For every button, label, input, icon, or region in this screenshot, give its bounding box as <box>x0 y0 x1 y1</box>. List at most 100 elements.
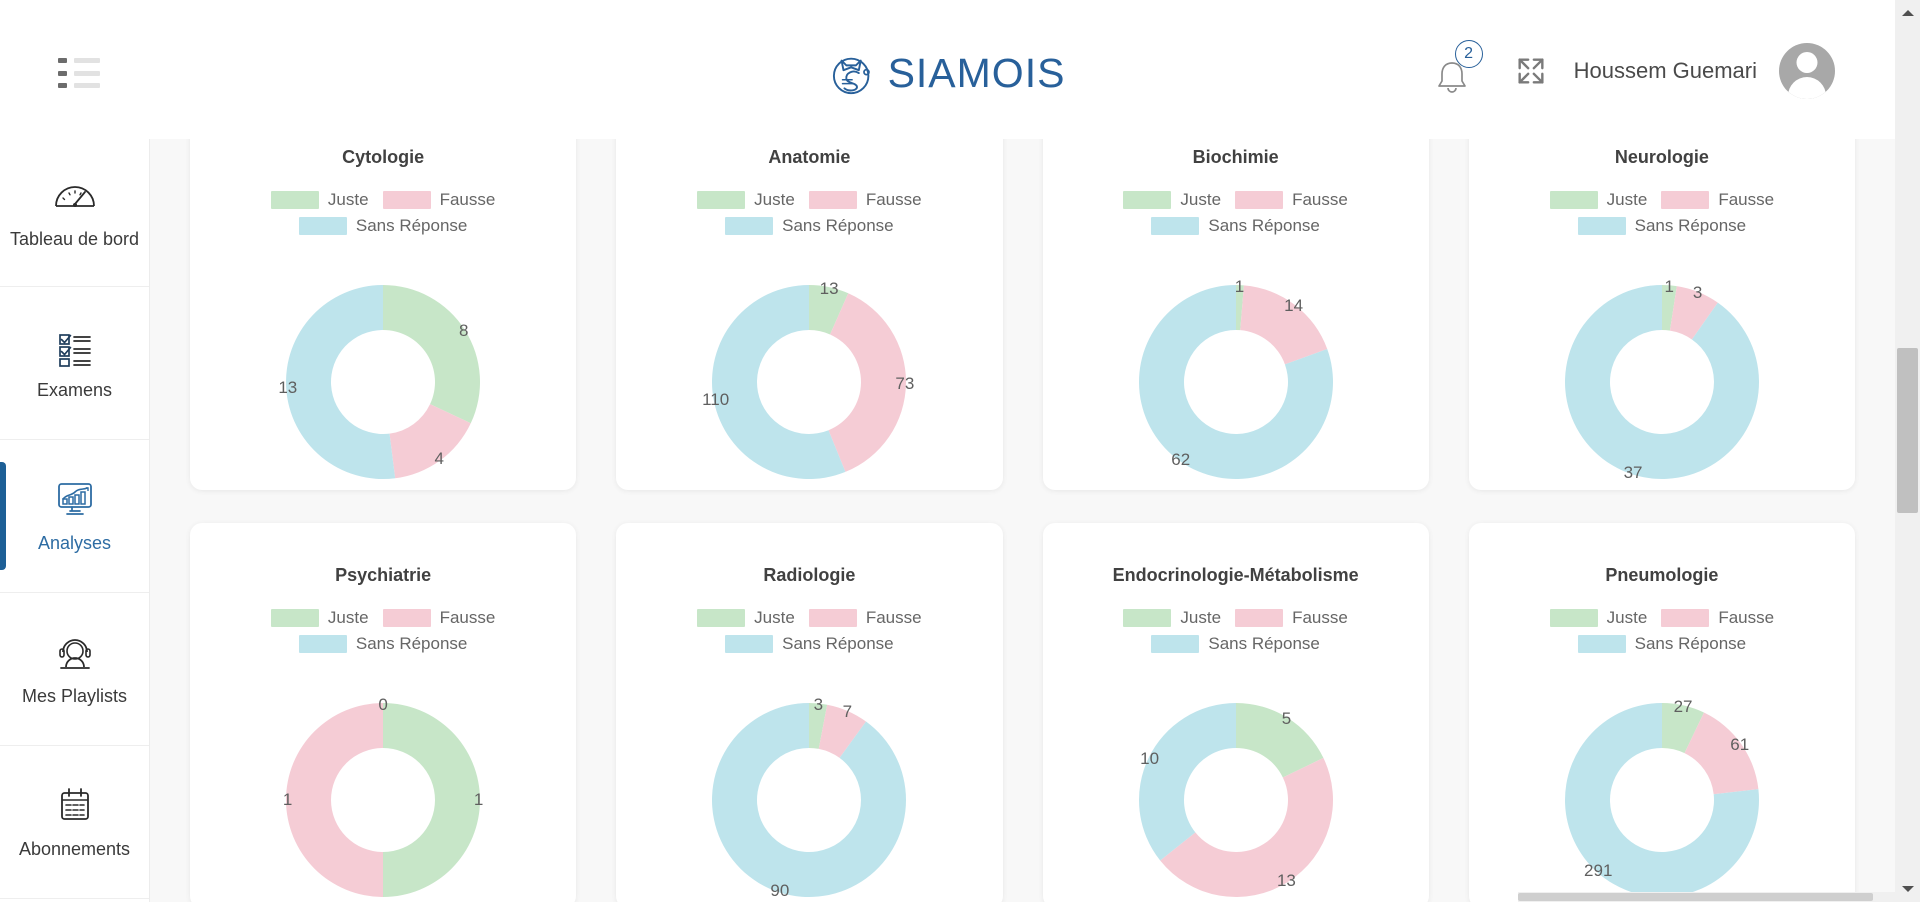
legend-item-sans-reponse[interactable]: Sans Réponse <box>725 634 894 654</box>
legend-label: Juste <box>1180 608 1222 627</box>
chart-legend: Juste Fausse Sans Réponse <box>1527 608 1797 654</box>
notifications-button[interactable]: 2 <box>1432 40 1488 102</box>
legend-label: Juste <box>1606 190 1648 209</box>
donut-slice[interactable] <box>1235 285 1244 331</box>
donut-slice[interactable] <box>383 285 481 424</box>
legend-label: Fausse <box>1718 190 1775 209</box>
chart-legend: Juste Fausse Sans Réponse <box>1101 608 1371 654</box>
donut-slice[interactable] <box>286 285 396 479</box>
legend-item-juste[interactable]: Juste <box>1549 190 1648 210</box>
legend-item-fausse[interactable]: Fausse <box>808 190 922 210</box>
horizontal-scroll-thumb[interactable] <box>1518 893 1873 901</box>
legend-item-sans-reponse[interactable]: Sans Réponse <box>298 634 468 654</box>
card-title: Cytologie <box>342 147 425 167</box>
donut-slice[interactable] <box>828 293 907 472</box>
legend-item-fausse[interactable]: Fausse <box>1661 608 1774 628</box>
legend-item-sans-reponse[interactable]: Sans Réponse <box>725 216 894 236</box>
analytics-card: Biochimie Juste Fausse Sans Réponse 1 14 62 <box>1042 139 1429 490</box>
legend-item-sans-reponse[interactable]: Sans Réponse <box>1577 216 1746 236</box>
donut-slice[interactable] <box>1669 286 1718 340</box>
sidebar: Tableau de bord Examens <box>0 139 150 902</box>
donut-slice[interactable] <box>1564 703 1759 897</box>
legend-item-juste[interactable]: Juste <box>697 190 795 210</box>
legend-item-juste[interactable]: Juste <box>697 608 795 628</box>
brand-logo[interactable]: SIAMOIS <box>830 50 1066 97</box>
donut-slice[interactable] <box>1235 703 1324 778</box>
donut-slice[interactable] <box>383 703 481 897</box>
donut-chart[interactable]: 3 7 90 <box>679 670 939 902</box>
sidebar-item-mes-playlists[interactable]: Mes Playlists <box>0 593 149 746</box>
donut-chart[interactable]: 13 73 110 <box>679 252 939 490</box>
legend-item-sans-reponse[interactable]: Sans Réponse <box>1577 634 1746 654</box>
donut-slice[interactable] <box>1661 703 1704 754</box>
card-title: Anatomie <box>768 147 851 167</box>
legend-item-sans-reponse[interactable]: Sans Réponse <box>298 216 467 236</box>
donut-slice[interactable] <box>819 704 867 758</box>
donut-slice[interactable] <box>712 703 907 897</box>
sidebar-item-label: Tableau de bord <box>9 229 140 249</box>
legend-swatch <box>1549 191 1598 209</box>
legend-swatch <box>1661 609 1710 627</box>
legend-item-juste[interactable]: Juste <box>1123 608 1221 628</box>
donut-slice[interactable] <box>1159 757 1333 897</box>
legend-label: Fausse <box>865 190 922 209</box>
legend-label: Sans Réponse <box>1208 216 1320 235</box>
card-title: Radiologie <box>763 565 856 585</box>
donut-slice[interactable] <box>1239 285 1327 365</box>
bell-icon <box>1437 62 1466 93</box>
legend-label: Sans Réponse <box>355 634 468 653</box>
chart-legend: Juste Fausse Sans Réponse <box>1527 190 1797 236</box>
sidebar-item-abonnements[interactable]: Abonnements <box>0 746 149 899</box>
legend-item-fausse[interactable]: Fausse <box>382 190 495 210</box>
legend-item-juste[interactable]: Juste <box>1123 190 1221 210</box>
list-menu-icon[interactable] <box>58 58 100 88</box>
donut-slice[interactable] <box>1138 285 1333 479</box>
legend-item-sans-reponse[interactable]: Sans Réponse <box>1151 216 1320 236</box>
donut-chart[interactable]: 1 3 37 <box>1532 252 1792 490</box>
legend-item-sans-reponse[interactable]: Sans Réponse <box>1151 634 1320 654</box>
sidebar-item-examens[interactable]: Examens <box>0 287 149 440</box>
donut-chart[interactable]: 27 61 291 <box>1532 670 1792 902</box>
expand-fullscreen-icon[interactable] <box>1514 54 1548 88</box>
donut-chart[interactable]: 1 14 62 <box>1106 252 1366 490</box>
vertical-scroll-thumb[interactable] <box>1897 348 1918 513</box>
legend-item-juste[interactable]: Juste <box>270 608 369 628</box>
donut-slice[interactable] <box>712 285 846 480</box>
sidebar-item-analyses[interactable]: Analyses <box>0 440 149 593</box>
legend-item-fausse[interactable]: Fausse <box>1235 190 1348 210</box>
legend-swatch <box>298 635 347 653</box>
legend-item-fausse[interactable]: Fausse <box>1235 608 1348 628</box>
donut-slice[interactable] <box>1684 712 1759 795</box>
donut-slice[interactable] <box>1138 703 1236 861</box>
legend-item-fausse[interactable]: Fausse <box>382 608 496 628</box>
legend-swatch <box>382 191 431 209</box>
sidebar-item-tableau-de-bord[interactable]: Tableau de bord <box>0 139 149 287</box>
scroll-up-arrow[interactable] <box>1895 2 1920 24</box>
analytics-card: Pneumologie Juste Fausse Sans Réponse 27 61 29… <box>1468 523 1855 902</box>
donut-slice[interactable] <box>389 404 471 479</box>
legend-item-juste[interactable]: Juste <box>270 190 369 210</box>
legend-label: Fausse <box>439 608 496 627</box>
siamese-cat-logo-icon <box>832 57 870 94</box>
donut-slice[interactable] <box>1661 285 1677 331</box>
donut-slice[interactable] <box>286 703 384 897</box>
scroll-down-arrow[interactable] <box>1895 878 1920 900</box>
analytics-card: Cytologie Juste Fausse Sans Réponse 8 4 13 <box>190 139 577 490</box>
legend-item-fausse[interactable]: Fausse <box>808 608 922 628</box>
donut-chart[interactable]: 8 4 13 <box>253 252 513 490</box>
legend-label: Juste <box>327 608 369 627</box>
donut-chart[interactable]: 5 13 10 <box>1106 670 1366 902</box>
analytics-card: Endocrinologie-Métabolisme Juste Fausse San… <box>1042 523 1429 902</box>
legend-swatch <box>270 191 319 209</box>
legend-item-juste[interactable]: Juste <box>1549 608 1647 628</box>
donut-slice[interactable] <box>809 703 828 749</box>
card-title: Neurologie <box>1614 147 1709 167</box>
horizontal-scrollbar[interactable] <box>1518 892 1895 902</box>
legend-item-fausse[interactable]: Fausse <box>1661 190 1774 210</box>
donut-slice[interactable] <box>809 285 849 335</box>
vertical-scrollbar[interactable] <box>1895 0 1920 902</box>
donut-slice[interactable] <box>1564 285 1759 479</box>
avatar[interactable] <box>1779 43 1835 99</box>
user-name[interactable]: Houssem Guemari <box>1573 58 1757 83</box>
